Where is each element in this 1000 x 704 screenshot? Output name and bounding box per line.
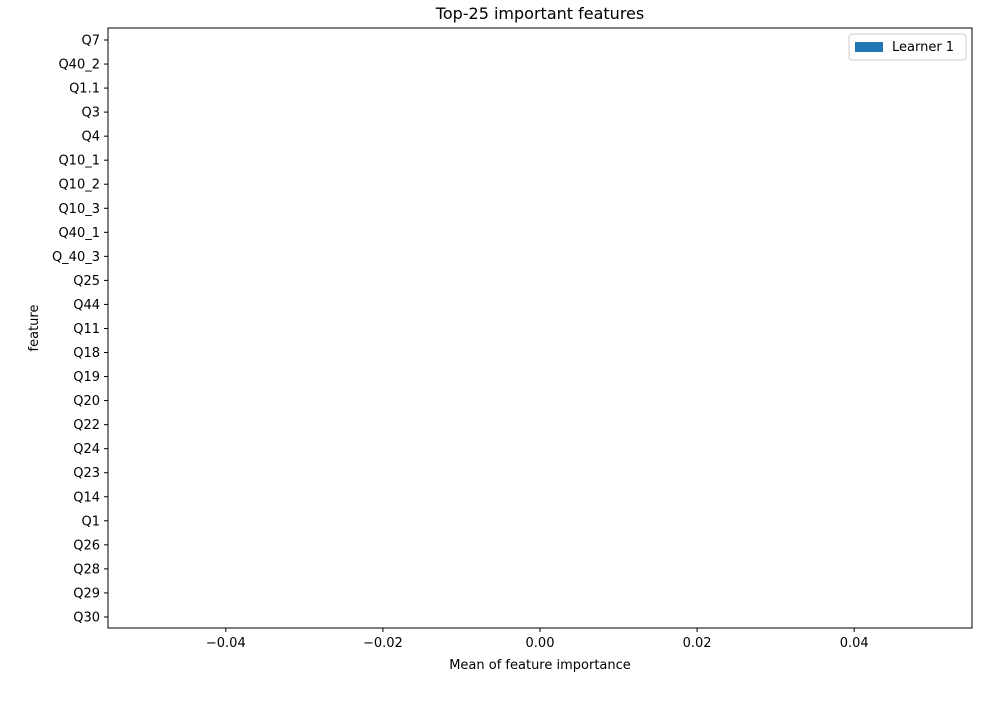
y-tick-label: Q22	[73, 418, 100, 433]
y-tick-label: Q24	[73, 442, 100, 457]
y-tick-label: Q40_1	[58, 226, 100, 241]
y-tick-label: Q40_2	[58, 58, 100, 73]
legend-box	[848, 33, 967, 61]
y-tick-label: Q1	[81, 514, 100, 529]
y-tick-label: Q4	[81, 130, 100, 145]
plot-area	[107, 27, 973, 629]
y-tick-label: Q14	[73, 490, 100, 505]
y-tick-label: Q29	[73, 586, 100, 601]
y-tick-label: Q28	[73, 562, 100, 577]
y-tick-label: Q25	[73, 274, 100, 289]
y-tick-label: Q44	[73, 298, 100, 313]
legend-label-learner-1: Learner 1	[892, 40, 954, 55]
y-tick-label: Q26	[73, 538, 100, 553]
x-tick-label: 0.04	[840, 636, 869, 651]
y-tick-label: Q10_3	[58, 202, 100, 217]
y-tick-label: Q19	[73, 370, 100, 385]
y-tick-label: Q10_2	[58, 178, 100, 193]
y-tick-label: Q7	[81, 34, 100, 49]
legend: Learner 1	[848, 33, 967, 61]
x-tick-label: −0.02	[363, 636, 403, 651]
y-axis-ticks: Q7 Q40_2 Q1.1 Q3 Q4 Q10_1 Q10_2 Q10_3 Q40_1 Q_40_…	[52, 34, 108, 625]
y-tick-label: Q11	[73, 322, 100, 337]
y-tick-label: Q30	[73, 610, 100, 625]
legend-swatch-learner-1	[855, 42, 883, 52]
y-tick-label: Q3	[81, 106, 100, 121]
x-tick-label: −0.04	[206, 636, 246, 651]
y-tick-label: Q_40_3	[52, 250, 100, 265]
x-axis-label: Mean of feature importance	[449, 658, 631, 673]
y-tick-label: Q18	[73, 346, 100, 361]
y-tick-label: Q23	[73, 466, 100, 481]
x-tick-label: 0.02	[683, 636, 712, 651]
y-tick-label: Q20	[73, 394, 100, 409]
y-tick-label: Q1.1	[69, 82, 100, 97]
y-tick-label: Q10_1	[58, 154, 100, 169]
chart-title: Top-25 important features	[435, 4, 644, 23]
x-axis-ticks: −0.04 −0.02 0.00 0.02 0.04	[206, 628, 869, 651]
y-axis-label: feature	[27, 305, 42, 352]
x-tick-label: 0.00	[526, 636, 555, 651]
